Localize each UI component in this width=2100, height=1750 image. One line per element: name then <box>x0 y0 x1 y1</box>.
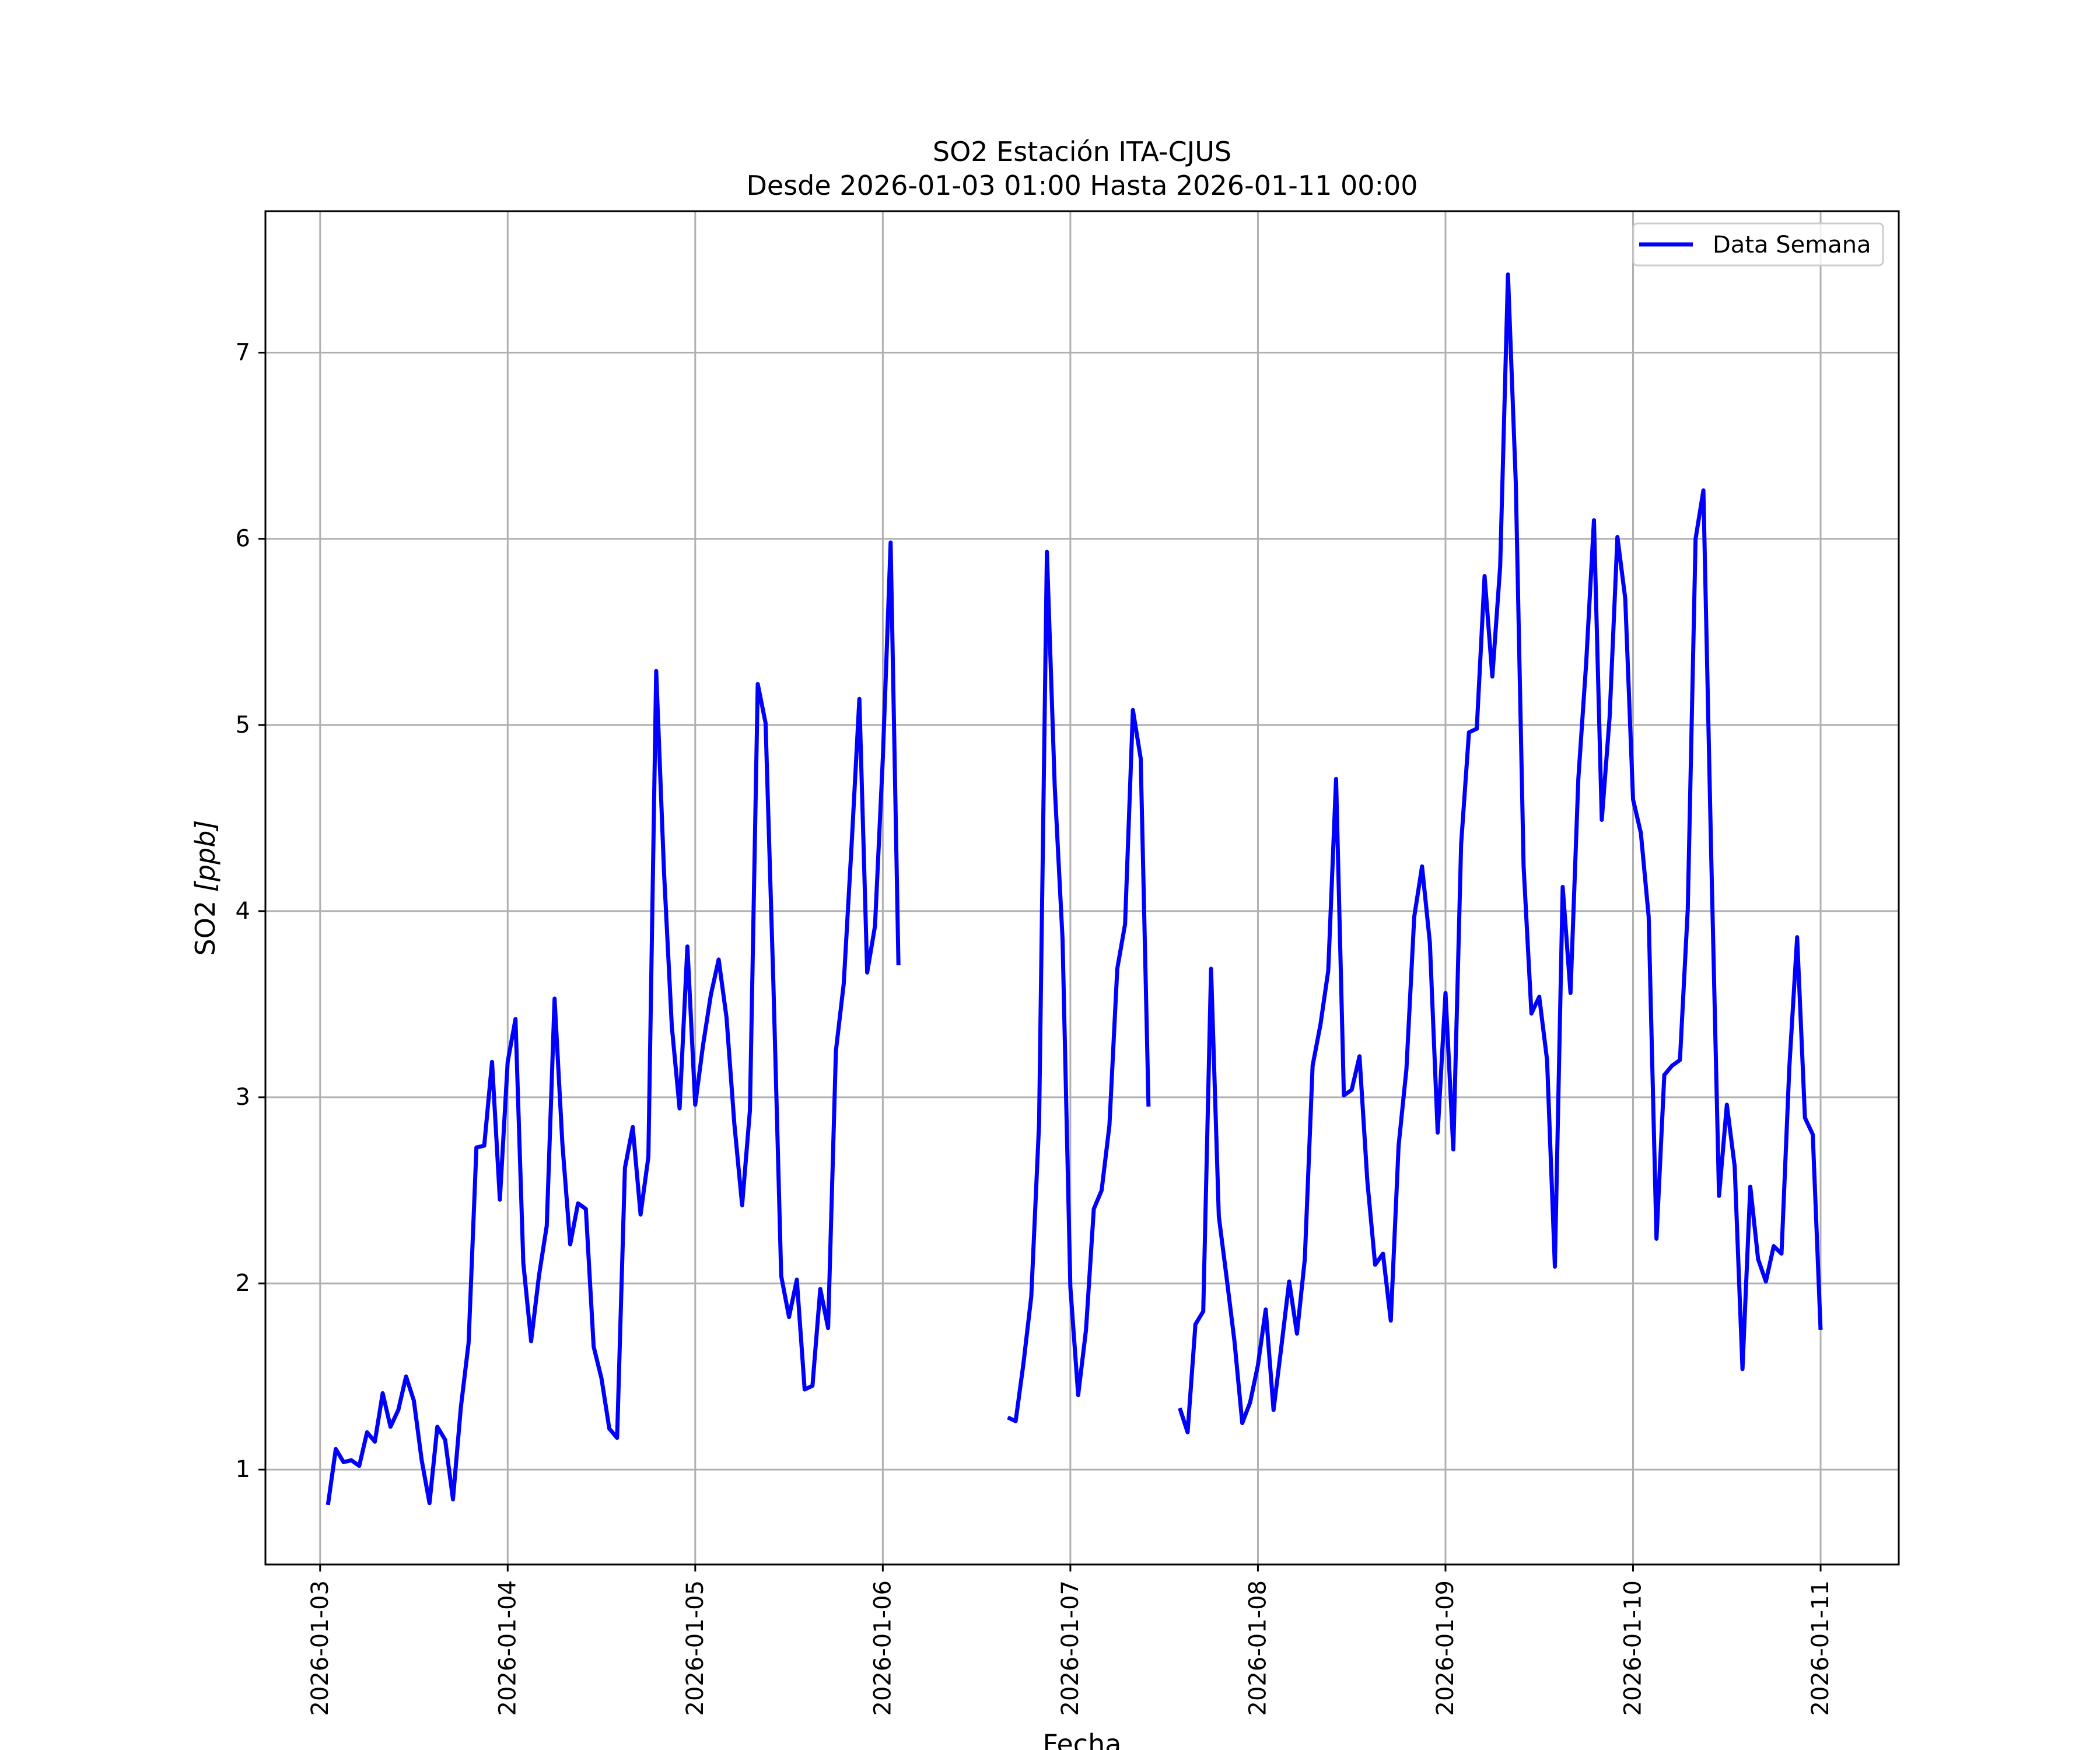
y-tick-label: 3 <box>236 1084 250 1111</box>
x-tick-label: 2026-01-08 <box>1244 1580 1271 1716</box>
y-axis-ticks: 1 2 3 4 5 6 7 <box>236 340 265 1483</box>
chart-subtitle: Desde 2026-01-03 01:00 Hasta 2026-01-11 … <box>746 170 1418 201</box>
y-tick-label: 1 <box>236 1456 250 1483</box>
series-line-segment <box>326 540 901 1506</box>
y-axis-label-unit: [ppb] <box>190 820 221 892</box>
chart-title: SO2 Estación ITA-CJUS <box>933 136 1231 167</box>
x-tick-label: 2026-01-11 <box>1807 1580 1834 1716</box>
y-tick-label: 6 <box>236 526 250 552</box>
grid-lines <box>265 211 1899 1564</box>
x-tick-label: 2026-01-03 <box>307 1580 334 1716</box>
legend: Data Semana <box>1632 222 1884 267</box>
x-tick-label: 2026-01-04 <box>494 1580 521 1716</box>
series-layer <box>326 272 1823 1506</box>
y-tick-label: 7 <box>236 340 250 366</box>
y-tick-label: 4 <box>236 898 250 925</box>
series-line-segment <box>1007 550 1151 1423</box>
y-axis-label-main: SO2 <box>190 892 221 956</box>
x-axis-label: Fecha <box>1043 1728 1122 1750</box>
x-tick-label: 2026-01-09 <box>1432 1580 1459 1716</box>
legend-box <box>1632 222 1884 267</box>
x-tick-label: 2026-01-10 <box>1619 1580 1646 1716</box>
y-tick-label: 2 <box>236 1270 250 1297</box>
x-axis-ticks: 2026-01-03 2026-01-04 2026-01-05 2026-01-06… <box>307 1564 1834 1716</box>
y-tick-label: 5 <box>236 712 250 738</box>
x-tick-label: 2026-01-06 <box>869 1580 896 1716</box>
plot-frame <box>264 210 1900 1566</box>
series-line-segment <box>1178 272 1823 1434</box>
legend-label: Data Semana <box>1713 232 1871 258</box>
y-axis-label: SO2 [ppb] <box>190 820 221 956</box>
x-tick-label: 2026-01-05 <box>682 1580 709 1716</box>
x-tick-label: 2026-01-07 <box>1057 1580 1084 1716</box>
